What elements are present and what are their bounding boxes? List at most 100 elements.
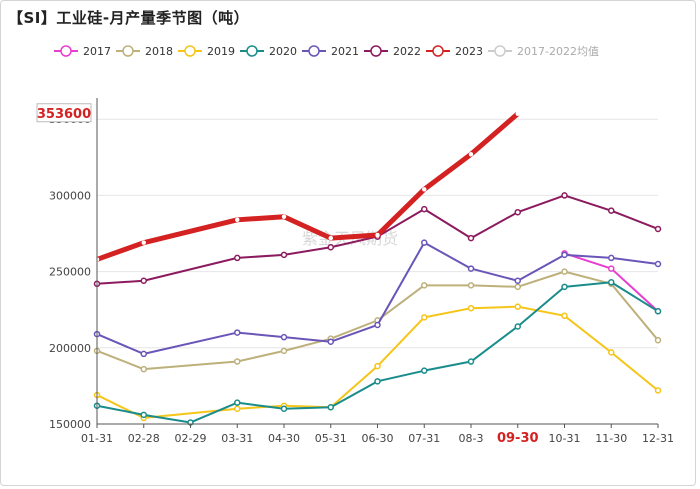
data-point (422, 187, 427, 192)
data-point (561, 312, 568, 320)
data-point (421, 367, 428, 374)
data-point (234, 399, 241, 406)
x-tick-label: 02-28 (128, 432, 160, 445)
series-line (96, 281, 659, 424)
data-point (421, 205, 428, 213)
x-tick-label: 04-30 (268, 432, 300, 445)
series-2018 (93, 268, 662, 373)
legend-swatch-marker (60, 45, 72, 57)
legend-label: 2019 (207, 45, 235, 58)
x-tick-label: 06-30 (362, 432, 394, 445)
legend-swatch-marker (184, 45, 196, 57)
data-point (608, 254, 615, 262)
y-tick-label: 150000 (49, 418, 91, 431)
data-point (608, 265, 615, 272)
data-point (280, 251, 288, 259)
legend-item-2020[interactable]: 2020 (240, 45, 297, 58)
data-point (141, 240, 146, 245)
legend-swatch-marker (308, 45, 320, 57)
data-point (234, 254, 241, 262)
series-line (96, 241, 659, 355)
data-point (561, 268, 568, 275)
data-point (514, 277, 521, 285)
data-point (654, 307, 662, 315)
data-point (140, 350, 147, 358)
legend: 2017 2018 2019 2020 2021 2022 2023 2017-2022均值 (54, 45, 599, 58)
x-tick-label: 01-31 (81, 432, 113, 445)
data-point (514, 208, 521, 216)
legend-label: 2017-2022均值 (517, 45, 599, 58)
data-point (421, 282, 428, 289)
legend-label: 2023 (455, 45, 483, 58)
data-point (467, 265, 475, 272)
legend-swatch-marker (432, 45, 444, 57)
legend-item-2023[interactable]: 2023 (426, 45, 483, 58)
legend-label: 2021 (331, 45, 359, 58)
x-tick-label: 10-31 (549, 432, 581, 445)
data-point (374, 362, 381, 370)
legend-item-2021[interactable]: 2021 (302, 45, 359, 58)
x-tick-label: 03-31 (221, 432, 253, 445)
series-2022 (93, 192, 662, 288)
data-point (328, 235, 333, 241)
data-point (561, 251, 568, 259)
data-point (608, 207, 615, 214)
legend-swatch-marker (494, 45, 506, 57)
data-point (327, 338, 334, 345)
data-point (561, 283, 568, 291)
y-tick-label: 250000 (49, 266, 91, 279)
legend-swatch-marker (122, 45, 134, 57)
data-point (327, 243, 334, 251)
series-2021 (93, 239, 662, 358)
data-point (280, 405, 288, 413)
x-tick-label: 09-30 (497, 431, 539, 446)
legend-label: 2020 (269, 45, 297, 58)
data-point (608, 279, 615, 286)
legend-item-2022[interactable]: 2022 (364, 45, 421, 58)
data-point (140, 411, 147, 419)
series-lines (93, 111, 662, 426)
data-point (468, 152, 474, 157)
data-point (140, 365, 147, 373)
x-tick-label: 11-30 (595, 432, 627, 445)
chart-title: 【SI】工业硅-月产量季节图（吨） (8, 9, 250, 27)
legend-item-2017-2022均值[interactable]: 2017-2022均值 (488, 45, 599, 58)
data-point (654, 260, 662, 268)
data-point (281, 214, 287, 220)
legend-item-2019[interactable]: 2019 (178, 45, 235, 58)
x-tick-label: 07-31 (408, 432, 440, 445)
data-point (374, 378, 381, 385)
legend-label: 2017 (83, 45, 111, 58)
series-line (96, 270, 659, 371)
data-point (654, 225, 662, 233)
data-point (514, 323, 521, 330)
data-point (654, 336, 662, 344)
y-tick-label: 300000 (49, 189, 91, 202)
legend-label: 2018 (145, 45, 173, 58)
data-point (280, 347, 288, 355)
data-point (421, 314, 428, 321)
legend-item-2018[interactable]: 2018 (116, 45, 173, 58)
data-point (375, 232, 380, 238)
data-point (561, 192, 568, 199)
data-point (467, 304, 475, 312)
data-point (234, 405, 241, 413)
series-2023 (94, 111, 520, 262)
data-point (467, 358, 475, 365)
data-point (467, 234, 475, 242)
x-tick-label: 05-31 (315, 432, 347, 445)
legend-swatch-marker (246, 45, 258, 57)
data-point (515, 111, 520, 117)
legend-swatch-marker (370, 45, 382, 57)
y-tick-label: 200000 (49, 342, 91, 355)
data-point (327, 403, 334, 411)
data-point (421, 239, 428, 246)
data-point (608, 349, 615, 356)
series-2020 (93, 279, 662, 426)
legend-item-2017[interactable]: 2017 (54, 45, 111, 58)
legend-label: 2022 (393, 45, 421, 58)
data-point (235, 217, 240, 223)
data-point (467, 282, 475, 289)
x-tick-label: 12-31 (642, 432, 674, 445)
